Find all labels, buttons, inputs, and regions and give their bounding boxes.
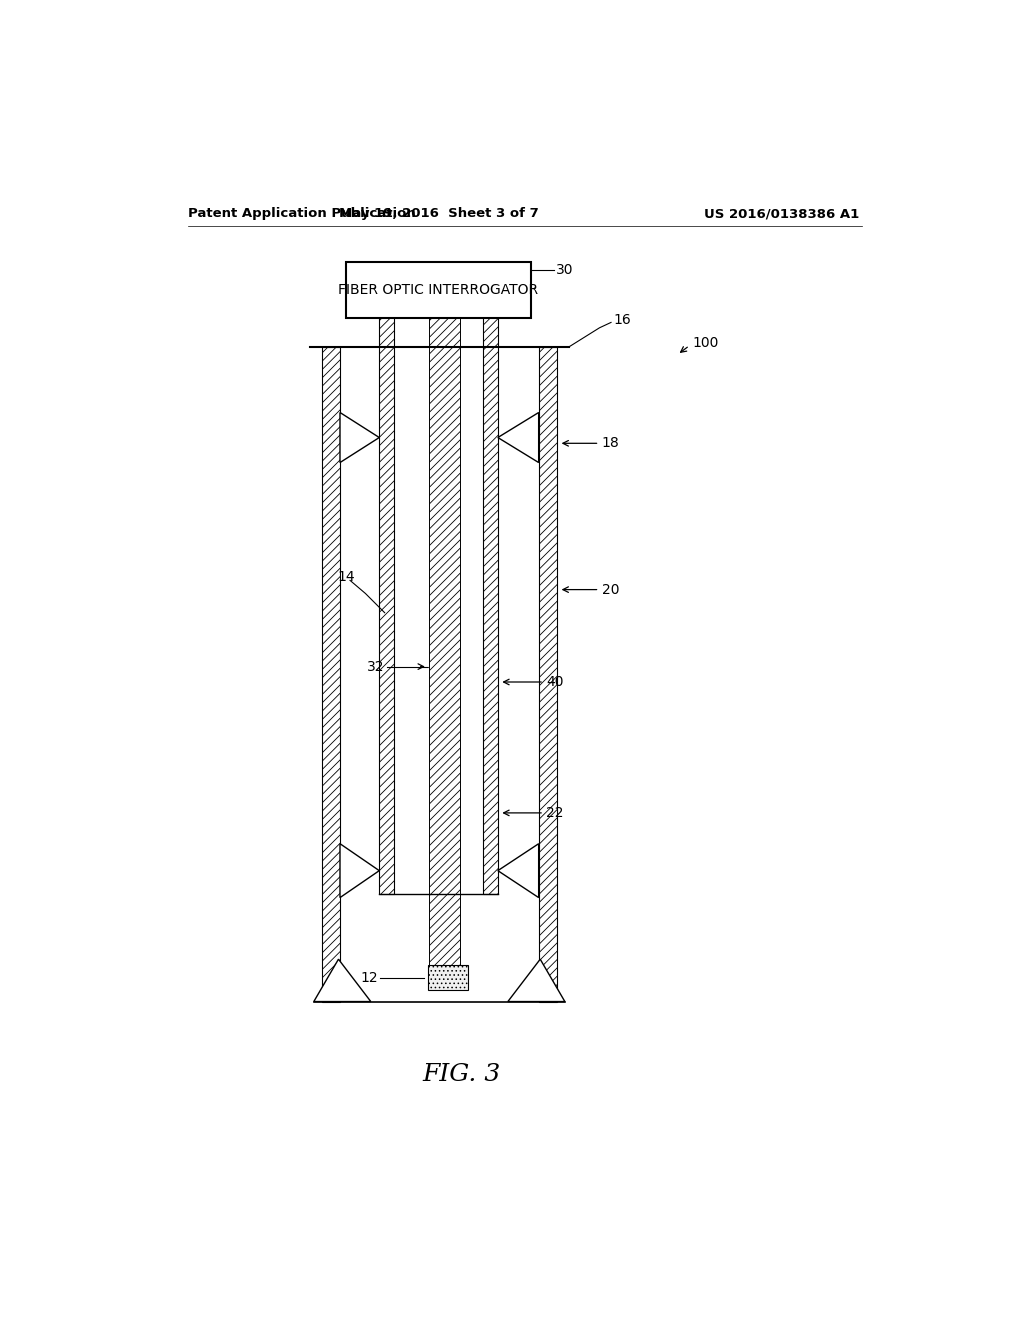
- Text: 32: 32: [368, 660, 385, 673]
- Text: 18: 18: [602, 437, 620, 450]
- Text: 40: 40: [547, 675, 564, 689]
- Text: 22: 22: [547, 807, 564, 820]
- Polygon shape: [498, 412, 539, 462]
- Text: FIBER OPTIC INTERROGATOR: FIBER OPTIC INTERROGATOR: [339, 282, 539, 297]
- Text: 20: 20: [602, 582, 620, 597]
- Polygon shape: [340, 843, 379, 898]
- Text: FIG. 3: FIG. 3: [423, 1063, 501, 1086]
- Polygon shape: [340, 412, 379, 462]
- Bar: [483, 275, 498, 894]
- Bar: [429, 318, 460, 966]
- Polygon shape: [394, 275, 483, 894]
- Text: 14: 14: [337, 569, 355, 583]
- Bar: [539, 347, 557, 1002]
- Polygon shape: [313, 960, 371, 1002]
- Bar: [428, 965, 468, 990]
- Bar: [379, 275, 394, 894]
- Text: 16: 16: [613, 313, 631, 327]
- Text: 12: 12: [360, 970, 378, 985]
- Polygon shape: [429, 318, 460, 982]
- Text: US 2016/0138386 A1: US 2016/0138386 A1: [705, 207, 859, 220]
- Text: 30: 30: [556, 263, 573, 277]
- Text: 100: 100: [692, 337, 719, 350]
- Text: May 19, 2016  Sheet 3 of 7: May 19, 2016 Sheet 3 of 7: [339, 207, 539, 220]
- Bar: [346, 263, 531, 318]
- Polygon shape: [498, 843, 539, 898]
- Bar: [322, 347, 340, 1002]
- Polygon shape: [508, 960, 565, 1002]
- Text: Patent Application Publication: Patent Application Publication: [188, 207, 416, 220]
